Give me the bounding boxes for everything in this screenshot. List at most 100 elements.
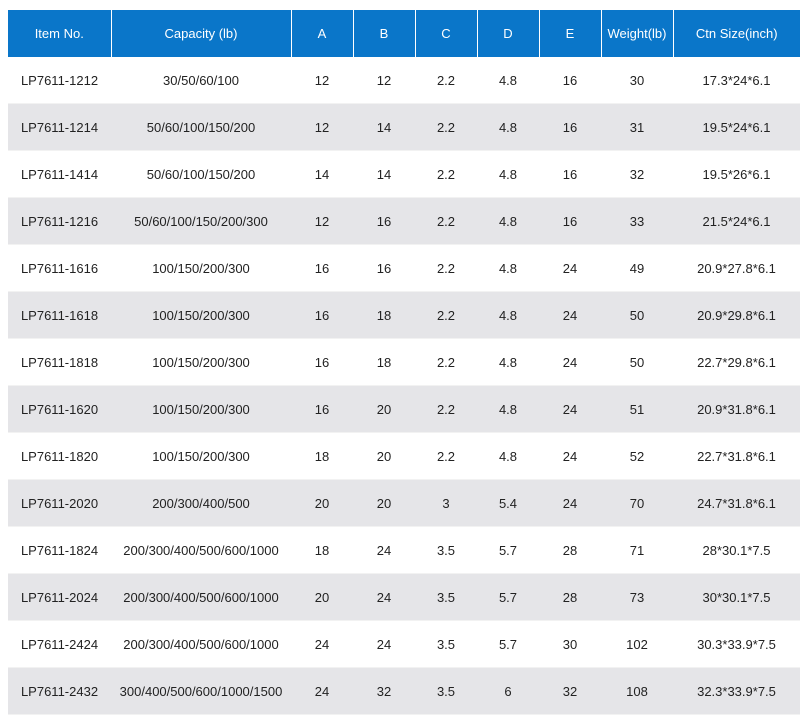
cell-a: 12 [291,57,353,104]
cell-capacity: 200/300/400/500/600/1000 [111,573,291,621]
header-c: C [415,10,478,57]
cell-ctn-size: 24.7*31.8*6.1 [673,479,800,527]
cell-c: 2.2 [415,57,477,104]
header-weight: Weight(lb) [601,10,674,57]
cell-a: 18 [291,432,353,480]
cell-ctn-size: 28*30.1*7.5 [673,526,800,574]
cell-e: 24 [539,244,601,292]
cell-d: 6 [477,667,539,715]
cell-item-no: LP7611-1212 [8,57,111,104]
cell-item-no: LP7611-1824 [8,526,111,574]
cell-ctn-size: 17.3*24*6.1 [673,57,800,104]
cell-a: 12 [291,197,353,245]
cell-item-no: LP7611-2432 [8,667,111,715]
table-row: LP7611-1820 100/150/200/300 18 20 2.2 4.8 24 52… [8,432,800,480]
header-ctn-size: Ctn Size(inch) [673,10,800,57]
cell-d: 5.7 [477,573,539,621]
cell-c: 2.2 [415,244,477,292]
cell-d: 5.7 [477,620,539,668]
cell-capacity: 200/300/400/500/600/1000 [111,526,291,574]
cell-e: 24 [539,479,601,527]
cell-ctn-size: 32.3*33.9*7.5 [673,667,800,715]
cell-weight: 51 [601,385,673,433]
table-row: LP7611-2024 200/300/400/500/600/1000 20 24 3… [8,573,800,621]
cell-a: 16 [291,291,353,339]
cell-capacity: 100/150/200/300 [111,291,291,339]
cell-item-no: LP7611-1616 [8,244,111,292]
cell-ctn-size: 20.9*31.8*6.1 [673,385,800,433]
header-row: Item No. Capacity (lb) A B C D E Weight(… [8,10,800,57]
cell-a: 12 [291,103,353,151]
cell-c: 3.5 [415,667,477,715]
cell-item-no: LP7611-2020 [8,479,111,527]
table-row: LP7611-2424 200/300/400/500/600/1000 24 24 3… [8,620,800,668]
header-e: E [539,10,602,57]
table-row: LP7611-1616 100/150/200/300 16 16 2.2 4.8 24 49… [8,244,800,292]
cell-weight: 52 [601,432,673,480]
cell-b: 20 [353,432,415,480]
header-a: A [291,10,354,57]
cell-d: 4.8 [477,103,539,151]
spec-table: Item No. Capacity (lb) A B C D E Weight(… [8,10,800,715]
table-row: LP7611-2020 200/300/400/500 20 20 3 5.4 24 70 24… [8,479,800,527]
table-row: LP7611-1618 100/150/200/300 16 18 2.2 4.8 24 50… [8,291,800,339]
cell-weight: 33 [601,197,673,245]
cell-capacity: 50/60/100/150/200 [111,103,291,151]
header-item-no: Item No. [8,10,112,57]
cell-ctn-size: 22.7*31.8*6.1 [673,432,800,480]
cell-item-no: LP7611-1818 [8,338,111,386]
cell-d: 4.8 [477,150,539,198]
cell-a: 16 [291,244,353,292]
cell-capacity: 50/60/100/150/200/300 [111,197,291,245]
table-row: LP7611-1414 50/60/100/150/200 14 14 2.2 4.8 16… [8,150,800,198]
cell-weight: 31 [601,103,673,151]
cell-b: 16 [353,197,415,245]
table-header: Item No. Capacity (lb) A B C D E Weight(… [8,10,800,57]
cell-e: 24 [539,338,601,386]
cell-e: 24 [539,291,601,339]
cell-c: 3.5 [415,573,477,621]
cell-b: 24 [353,620,415,668]
table-row: LP7611-1620 100/150/200/300 16 20 2.2 4.8 24 51… [8,385,800,433]
table-row: LP7611-1212 30/50/60/100 12 12 2.2 4.8 16 30 17.… [8,57,800,104]
cell-weight: 73 [601,573,673,621]
cell-capacity: 50/60/100/150/200 [111,150,291,198]
table-row: LP7611-1824 200/300/400/500/600/1000 18 24 3… [8,526,800,574]
cell-weight: 30 [601,57,673,104]
cell-d: 4.8 [477,197,539,245]
cell-d: 4.8 [477,385,539,433]
cell-a: 16 [291,338,353,386]
cell-weight: 108 [601,667,673,715]
cell-c: 3 [415,479,477,527]
cell-ctn-size: 30.3*33.9*7.5 [673,620,800,668]
cell-b: 24 [353,573,415,621]
cell-capacity: 100/150/200/300 [111,244,291,292]
cell-c: 2.2 [415,103,477,151]
cell-ctn-size: 30*30.1*7.5 [673,573,800,621]
cell-weight: 70 [601,479,673,527]
cell-a: 14 [291,150,353,198]
cell-e: 16 [539,57,601,104]
cell-c: 3.5 [415,526,477,574]
cell-c: 2.2 [415,338,477,386]
cell-weight: 50 [601,291,673,339]
cell-a: 24 [291,667,353,715]
cell-e: 32 [539,667,601,715]
cell-c: 2.2 [415,197,477,245]
cell-weight: 50 [601,338,673,386]
cell-item-no: LP7611-1620 [8,385,111,433]
cell-e: 16 [539,103,601,151]
cell-ctn-size: 20.9*29.8*6.1 [673,291,800,339]
header-b: B [353,10,416,57]
cell-a: 20 [291,573,353,621]
cell-b: 20 [353,385,415,433]
cell-capacity: 300/400/500/600/1000/1500 [111,667,291,715]
cell-ctn-size: 19.5*24*6.1 [673,103,800,151]
cell-a: 20 [291,479,353,527]
cell-weight: 32 [601,150,673,198]
cell-item-no: LP7611-1216 [8,197,111,245]
cell-b: 16 [353,244,415,292]
cell-e: 16 [539,150,601,198]
cell-d: 5.4 [477,479,539,527]
